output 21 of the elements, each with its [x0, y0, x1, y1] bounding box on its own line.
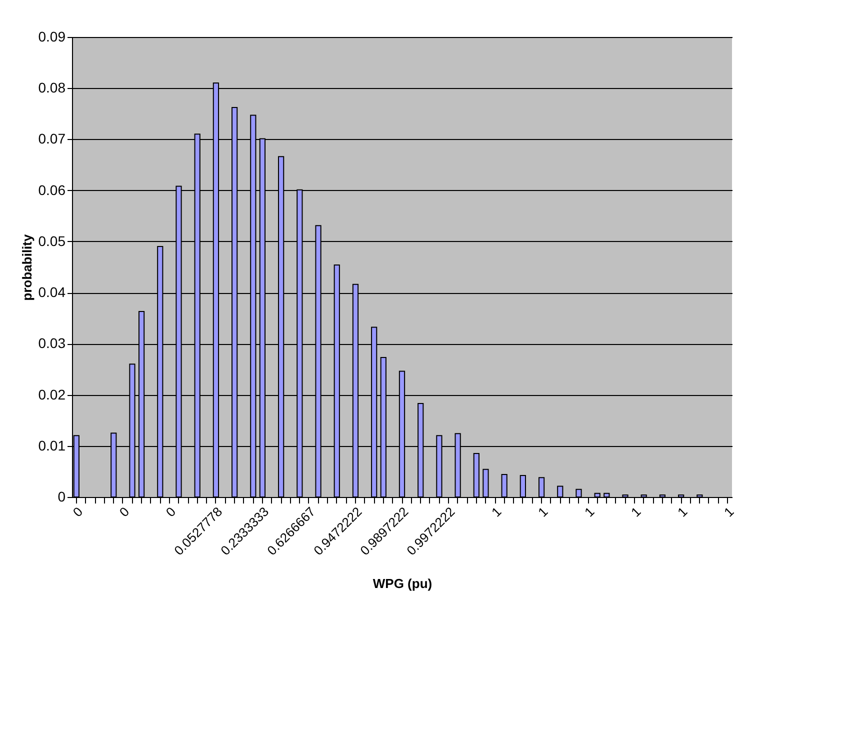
y-tick-label: 0.06: [38, 182, 66, 198]
x-tick-label: 1: [488, 504, 504, 520]
y-tick-label: 0.03: [38, 335, 66, 352]
x-tick-label: 1: [674, 504, 690, 520]
x-axis-title: WPG (pu): [372, 576, 432, 592]
y-tick-label: 0.04: [38, 284, 66, 300]
y-tick-label: 0.07: [38, 130, 66, 147]
x-tick-label: 0: [70, 504, 86, 520]
x-tick-label: 0: [116, 504, 132, 520]
x-tick-label: 1: [582, 504, 598, 520]
y-tick-label: 0.05: [38, 232, 66, 249]
x-tick-label: 1: [628, 504, 644, 520]
x-tick-label: 1: [721, 504, 737, 520]
y-tick-label: 0: [58, 488, 66, 504]
y-tick-label: 0.08: [38, 80, 66, 96]
y-tick-label: 0.09: [38, 28, 66, 44]
y-axis-title: probability: [19, 234, 34, 301]
y-tick-label: 0.01: [38, 437, 66, 454]
y-tick-label: 0.02: [38, 386, 66, 402]
x-tick-label: 0: [162, 504, 179, 520]
x-tick-label: 1: [535, 504, 551, 520]
